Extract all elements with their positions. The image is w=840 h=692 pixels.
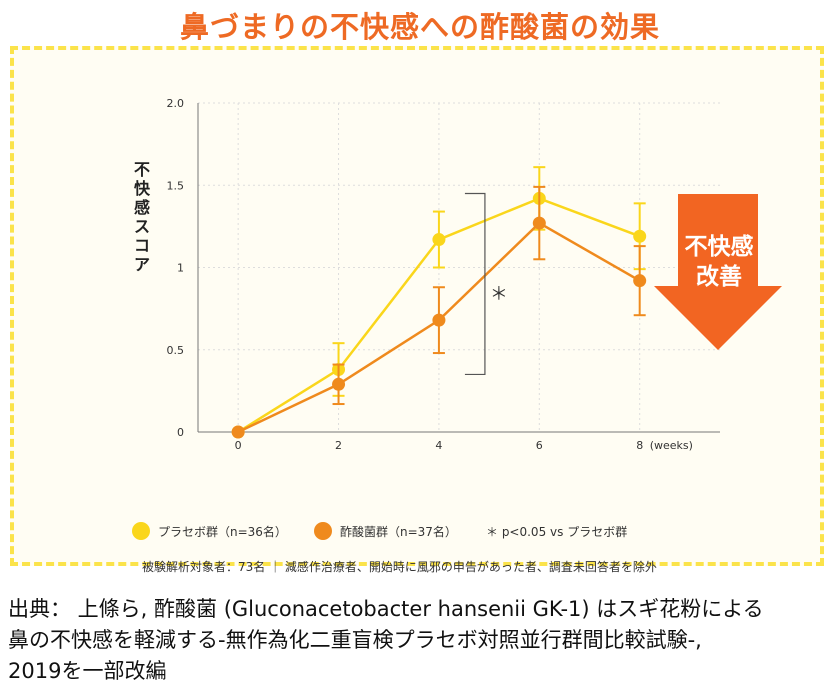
- arrow-label-line1: 不快感: [684, 234, 754, 260]
- legend-significance-label: ＊ p<0.05 vs プラセボ群: [486, 524, 628, 539]
- source-citation: 出典： 上條ら, 酢酸菌 (Gluconacetobacter hansenii…: [8, 594, 836, 687]
- y-axis-label-char: コ: [134, 236, 150, 255]
- data-point: [532, 216, 546, 230]
- y-axis-label-char: ア: [134, 255, 150, 274]
- chart-title: 鼻づまりの不快感への酢酸菌の効果: [179, 10, 660, 44]
- x-tick-label: 6: [536, 439, 543, 452]
- improvement-arrow: [654, 194, 782, 350]
- legend-acetic-swatch: [314, 522, 332, 540]
- x-tick-label: 0: [235, 439, 242, 452]
- y-tick-label: 2.0: [167, 97, 185, 110]
- y-axis-label-char: 感: [134, 198, 150, 217]
- y-axis-label-char: 快: [134, 179, 151, 198]
- arrow-label-line2: 改善: [696, 264, 742, 290]
- data-point: [633, 229, 647, 243]
- source-line-2: 鼻の不快感を軽減する-無作為化二重盲検プラセボ対照並行群間比較試験-,: [8, 628, 702, 652]
- legend-placebo: プラセボ群（n=36名）: [132, 520, 287, 542]
- source-line-3: 2019を一部改編: [8, 659, 167, 683]
- y-tick-label: 1: [177, 262, 184, 275]
- y-tick-label: 0.5: [167, 344, 185, 357]
- data-point: [231, 425, 245, 439]
- y-axis-label-char: 不: [134, 160, 150, 179]
- significance-bracket: [464, 192, 486, 376]
- legend-acetic: 酢酸菌群（n=37名）: [314, 520, 457, 542]
- x-tick-label: 4: [435, 439, 442, 452]
- data-point: [432, 313, 446, 327]
- significance-mark: ＊: [490, 284, 508, 305]
- subjects-note: 被験解析対象者：73名 ｜ 減感作治療者、開始時に風邪の申告があった者、調査未回…: [142, 560, 657, 574]
- x-axis-unit: (weeks): [650, 439, 693, 452]
- legend-placebo-swatch: [132, 522, 150, 540]
- data-point: [332, 377, 346, 391]
- y-tick-label: 1.5: [167, 179, 185, 192]
- y-tick-label: 0: [177, 426, 184, 439]
- legend-placebo-label: プラセボ群（n=36名）: [158, 524, 287, 539]
- improvement-arrow-shape: [654, 194, 782, 350]
- source-line-1: 出典： 上條ら, 酢酸菌 (Gluconacetobacter hansenii…: [8, 597, 764, 621]
- y-axis-label-char: ス: [134, 217, 150, 236]
- data-point: [432, 233, 446, 247]
- legend-significance: ＊ p<0.05 vs プラセボ群: [486, 520, 627, 542]
- legend-acetic-label: 酢酸菌群（n=37名）: [340, 524, 457, 539]
- x-tick-label: 8: [636, 439, 643, 452]
- data-point: [633, 274, 647, 288]
- x-tick-label: 2: [335, 439, 342, 452]
